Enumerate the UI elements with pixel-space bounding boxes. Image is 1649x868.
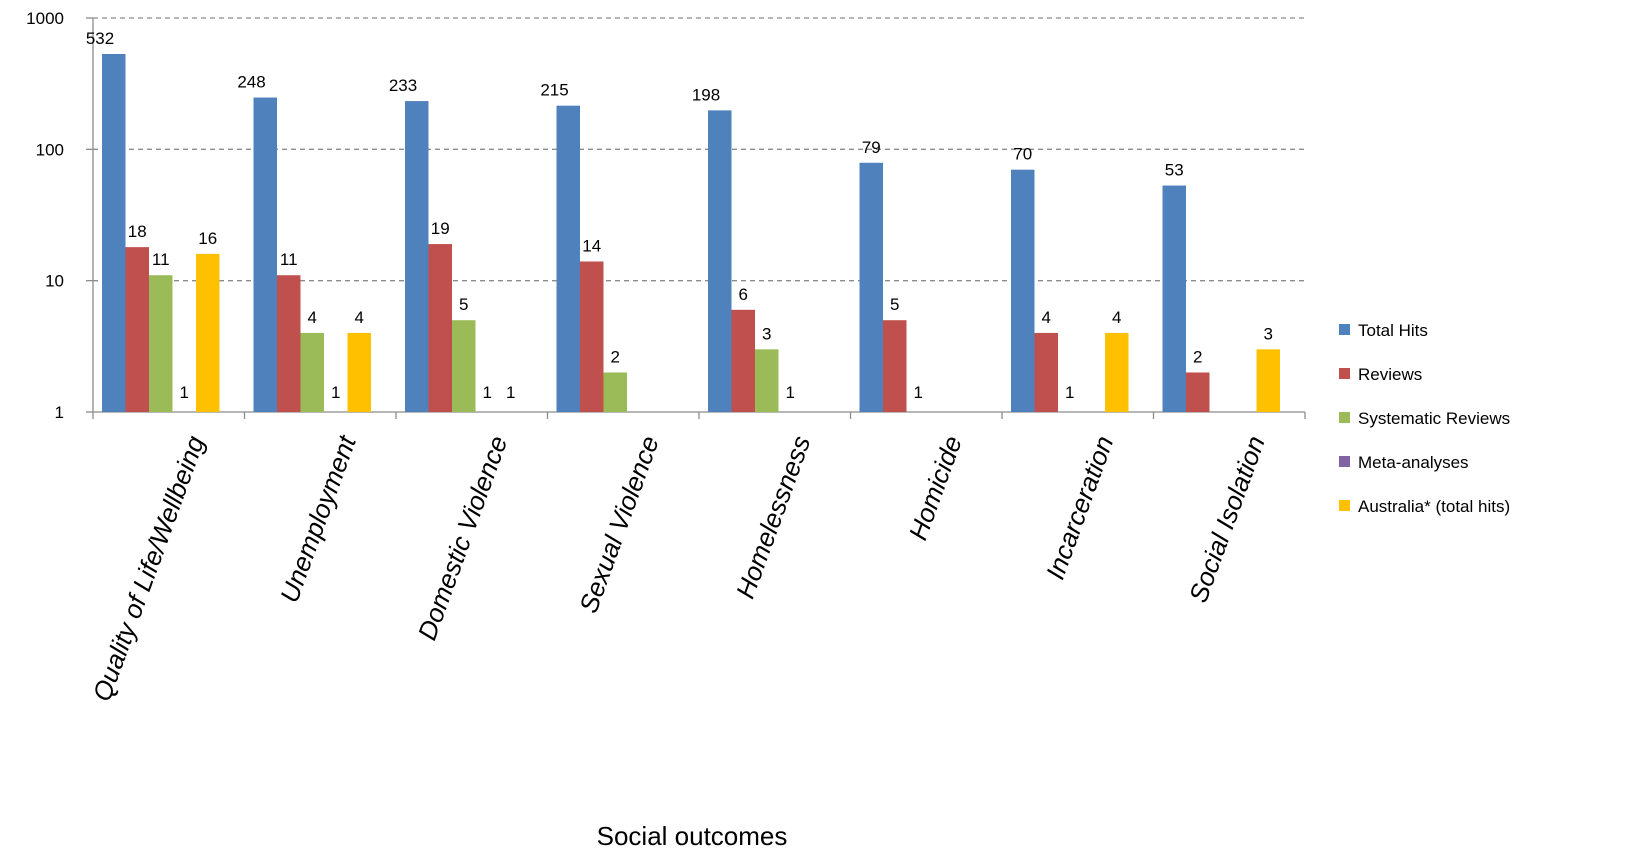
legend-label-systematic-reviews: Systematic Reviews — [1358, 409, 1510, 428]
data-label-systematic-reviews-quality-of-life-wellbeing: 11 — [152, 250, 170, 269]
data-label-total-hits-incarceration: 70 — [1013, 145, 1032, 164]
data-label-reviews-quality-of-life-wellbeing: 18 — [128, 222, 147, 241]
data-label-reviews-unemployment: 11 — [280, 250, 298, 269]
y-tick-label: 10 — [45, 272, 64, 291]
legend-label-reviews: Reviews — [1358, 365, 1422, 384]
data-label-reviews-incarceration: 4 — [1042, 308, 1051, 327]
category-labels: Quality of Life/Wellbeing Unemployment Dom… — [86, 430, 1270, 705]
data-label-total-hits-unemployment: 248 — [237, 73, 265, 92]
bar-total-hits-domestic-violence — [405, 101, 429, 413]
bar-total-hits-sexual-violence — [556, 105, 580, 412]
legend: Total Hits Reviews Systematic Reviews Meta-… — [1339, 321, 1510, 516]
data-label-total-hits-quality-of-life-wellbeing: 532 — [86, 29, 114, 48]
data-label-meta-analyses-unemployment: 1 — [331, 383, 340, 402]
x-axis-title: Social outcomes — [597, 821, 788, 851]
legend-swatch-australia-total-hits — [1339, 500, 1350, 511]
bar-australia-total-hits-incarceration — [1105, 332, 1129, 412]
legend-swatch-total-hits — [1339, 324, 1350, 335]
bar-reviews-homicide — [883, 320, 907, 412]
data-label-australia-total-hits-social-isolation: 3 — [1264, 324, 1273, 343]
data-label-systematic-reviews-domestic-violence: 5 — [459, 295, 468, 314]
bar-reviews-quality-of-life-wellbeing — [125, 247, 149, 412]
category-label-unemployment: Unemployment — [274, 430, 363, 606]
category-label-sexual-violence: Sexual Violence — [573, 432, 665, 617]
data-label-reviews-social-isolation: 2 — [1193, 347, 1202, 366]
bar-australia-total-hits-social-isolation — [1256, 349, 1280, 412]
category-label-incarceration: Incarceration — [1040, 432, 1120, 584]
bar-systematic-reviews-unemployment — [300, 332, 324, 412]
data-label-systematic-reviews-unemployment: 4 — [308, 308, 317, 327]
category-label-social-isolation: Social Isolation — [1183, 432, 1271, 607]
bars — [102, 53, 1280, 413]
data-label-systematic-reviews-sexual-violence: 2 — [611, 347, 620, 366]
bar-systematic-reviews-domestic-violence — [452, 320, 476, 412]
data-label-australia-total-hits-domestic-violence: 1 — [506, 383, 515, 402]
bar-australia-total-hits-quality-of-life-wellbeing — [196, 253, 220, 412]
data-label-australia-total-hits-quality-of-life-wellbeing: 16 — [198, 229, 217, 248]
bar-total-hits-quality-of-life-wellbeing — [102, 53, 126, 412]
data-label-meta-analyses-homelessness: 1 — [786, 383, 795, 402]
category-label-quality-of-life-wellbeing: Quality of Life/Wellbeing — [86, 431, 210, 705]
bar-reviews-domestic-violence — [428, 244, 452, 412]
data-label-meta-analyses-domestic-violence: 1 — [483, 383, 492, 402]
data-label-reviews-homelessness: 6 — [739, 285, 748, 304]
data-label-total-hits-social-isolation: 53 — [1165, 161, 1184, 180]
category-label-homicide: Homicide — [903, 432, 968, 544]
legend-label-total-hits: Total Hits — [1358, 321, 1428, 340]
legend-swatch-meta-analyses — [1339, 456, 1350, 467]
bar-systematic-reviews-sexual-violence — [603, 372, 627, 412]
axes: 1 10 100 1000 — [26, 9, 1306, 422]
bar-reviews-social-isolation — [1186, 372, 1210, 412]
data-label-reviews-domestic-violence: 19 — [431, 219, 450, 238]
data-label-total-hits-domestic-violence: 233 — [389, 76, 417, 95]
bar-total-hits-homicide — [859, 162, 883, 412]
legend-label-australia-total-hits: Australia* (total hits) — [1358, 497, 1510, 516]
y-tick-label: 1 — [55, 403, 64, 422]
bar-total-hits-homelessness — [708, 110, 732, 412]
y-tick-label: 100 — [36, 140, 64, 159]
data-label-reviews-sexual-violence: 14 — [582, 236, 601, 255]
legend-label-meta-analyses: Meta-analyses — [1358, 453, 1469, 472]
data-label-australia-total-hits-unemployment: 4 — [355, 308, 364, 327]
bar-reviews-incarceration — [1034, 332, 1058, 412]
data-label-systematic-reviews-homicide: 1 — [914, 383, 923, 402]
bar-total-hits-incarceration — [1011, 169, 1035, 412]
data-label-systematic-reviews-homelessness: 3 — [762, 324, 771, 343]
category-label-domestic-violence: Domestic Violence — [412, 432, 514, 644]
y-tick-label: 1000 — [26, 9, 64, 28]
data-label-systematic-reviews-incarceration: 1 — [1065, 383, 1074, 402]
bar-reviews-homelessness — [731, 309, 755, 412]
category-label-homelessness: Homelessness — [730, 432, 817, 602]
bar-systematic-reviews-homelessness — [755, 349, 779, 412]
data-label-meta-analyses-quality-of-life-wellbeing: 1 — [180, 383, 189, 402]
bar-reviews-sexual-violence — [580, 261, 604, 412]
bar-reviews-unemployment — [277, 275, 301, 412]
data-label-reviews-homicide: 5 — [890, 295, 899, 314]
data-label-total-hits-homelessness: 198 — [692, 85, 720, 104]
data-label-australia-total-hits-incarceration: 4 — [1112, 308, 1121, 327]
bar-australia-total-hits-unemployment — [347, 332, 371, 412]
data-label-total-hits-homicide: 79 — [862, 138, 881, 157]
legend-swatch-reviews — [1339, 368, 1350, 379]
bar-total-hits-unemployment — [253, 97, 277, 412]
bar-systematic-reviews-quality-of-life-wellbeing — [149, 275, 173, 412]
data-label-total-hits-sexual-violence: 215 — [540, 81, 568, 100]
bar-total-hits-social-isolation — [1162, 185, 1186, 412]
legend-swatch-systematic-reviews — [1339, 412, 1350, 423]
